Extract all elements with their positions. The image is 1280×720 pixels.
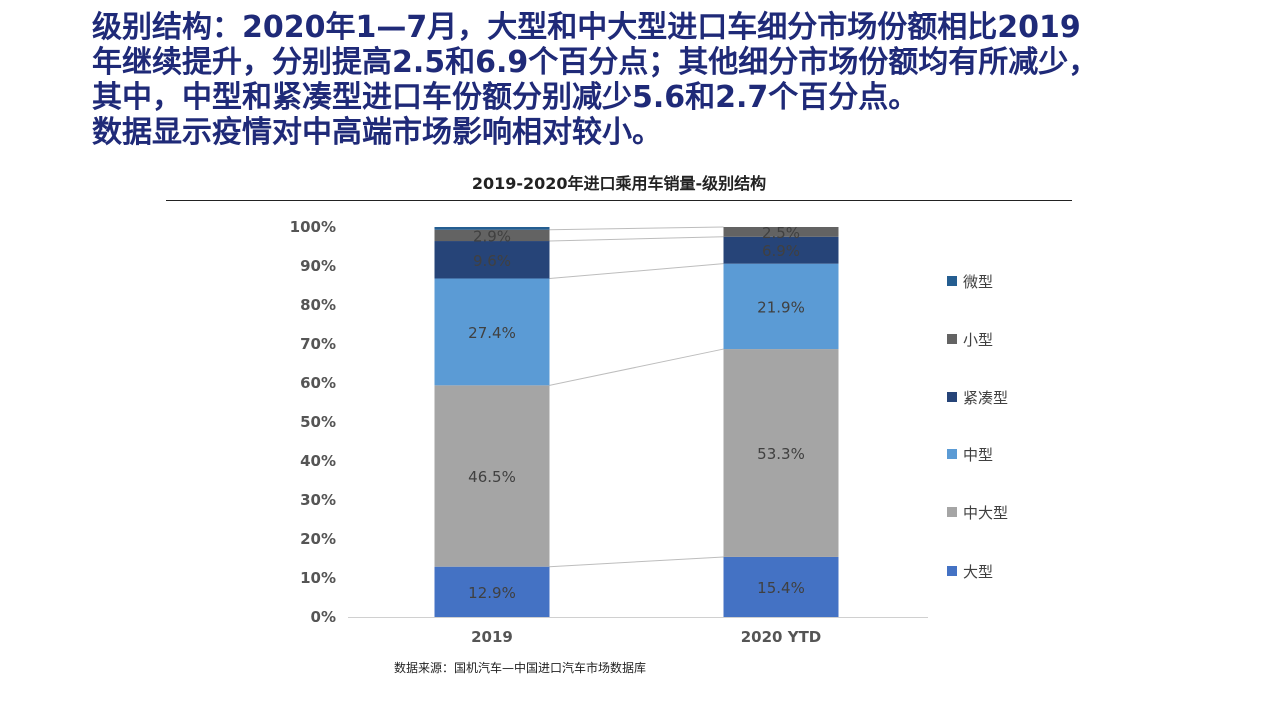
series-connector-line	[549, 263, 724, 279]
headline-line-4: 数据显示疫情对中高端市场影响相对较小。	[92, 115, 662, 150]
headline-line-3: 其中，中型和紧凑型进口车份额分别减少5.6和2.7个百分点。	[92, 80, 919, 115]
y-tick-label: 30%	[300, 491, 336, 509]
series-connector-line	[549, 236, 724, 242]
data-label: 2.9%	[473, 227, 511, 245]
y-tick-label: 60%	[300, 374, 336, 392]
bar-segment-大型	[434, 566, 550, 617]
legend-label: 微型	[963, 273, 993, 291]
bar-segment-中型	[723, 263, 839, 350]
bar-segment-紧凑型	[434, 241, 550, 279]
data-label: 21.9%	[757, 298, 805, 316]
x-category-label: 2020 YTD	[741, 628, 822, 646]
bar-segment-中型	[434, 278, 550, 386]
headline-line-1: 级别结构：2020年1—7月，大型和中大型进口车细分市场份额相比2019	[92, 10, 1081, 45]
bar-segment-小型	[434, 229, 550, 242]
y-tick-label: 0%	[311, 608, 336, 626]
legend-label: 小型	[963, 331, 993, 349]
y-tick-label: 80%	[300, 296, 336, 314]
bar-segment-小型	[723, 227, 839, 237]
data-label: 53.3%	[757, 445, 805, 463]
source-note: 数据来源：国机汽车—中国进口汽车市场数据库	[394, 661, 647, 675]
data-label: 2.5%	[762, 224, 800, 242]
data-label: 12.9%	[468, 584, 516, 602]
data-label: 6.9%	[762, 242, 800, 260]
legend-swatch-中型	[947, 449, 957, 459]
legend-swatch-大型	[947, 566, 957, 576]
y-tick-label: 10%	[300, 569, 336, 587]
legend-label: 中大型	[963, 504, 1008, 522]
headline: 级别结构：2020年1—7月，大型和中大型进口车细分市场份额相比2019 年继续…	[92, 10, 1202, 150]
bar-segment-紧凑型	[723, 236, 839, 264]
series-connector-line	[549, 348, 724, 386]
legend-swatch-小型	[947, 334, 957, 344]
legend-swatch-紧凑型	[947, 392, 957, 402]
series-connector-line	[549, 226, 724, 231]
y-tick-label: 40%	[300, 452, 336, 470]
bar-segment-微型	[434, 227, 550, 230]
legend-label: 大型	[963, 563, 993, 581]
legend-swatch-中大型	[947, 507, 957, 517]
y-tick-label: 50%	[300, 413, 336, 431]
legend-swatch-微型	[947, 276, 957, 286]
data-label: 46.5%	[468, 468, 516, 486]
data-label: 27.4%	[468, 324, 516, 342]
y-tick-label: 70%	[300, 335, 336, 353]
bar-segment-大型	[723, 556, 839, 617]
y-tick-label: 20%	[300, 530, 336, 548]
legend-label: 中型	[963, 446, 993, 464]
bar-segment-中大型	[434, 385, 550, 567]
y-tick-label: 90%	[300, 257, 336, 275]
series-connector-line	[549, 556, 724, 568]
data-label: 15.4%	[757, 579, 805, 597]
chart-title: 2019-2020年进口乘用车销量-级别结构	[471, 174, 767, 193]
bar-segment-中大型	[723, 349, 839, 557]
title-rule	[166, 200, 1072, 201]
y-tick-label: 100%	[290, 218, 336, 236]
x-category-label: 2019	[471, 628, 513, 646]
legend-label: 紧凑型	[963, 389, 1008, 407]
data-label: 9.6%	[473, 252, 511, 270]
headline-line-2: 年继续提升，分别提高2.5和6.9个百分点；其他细分市场份额均有所减少，	[92, 45, 1099, 80]
